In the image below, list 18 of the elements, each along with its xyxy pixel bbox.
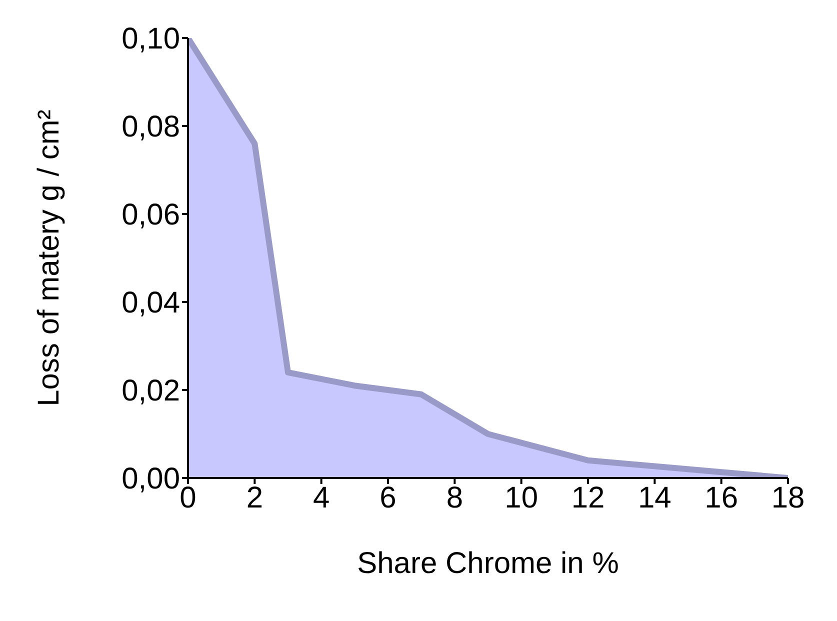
x-tick-label: 10 (504, 481, 538, 514)
x-tick-label: 18 (771, 481, 805, 514)
x-tick-label: 2 (246, 481, 264, 514)
y-tick-label: 0,06 (122, 198, 180, 232)
y-tick-label: 0,04 (122, 286, 180, 320)
x-tick-label: 4 (312, 481, 330, 514)
y-tick-label: 0,00 (122, 462, 180, 496)
x-tick-label: 14 (638, 481, 672, 514)
x-axis-title: Share Chrome in % (357, 547, 619, 580)
x-tick-label: 6 (380, 481, 396, 514)
x-tick-label: 0 (180, 481, 196, 514)
x-tick-label: 16 (704, 481, 738, 514)
y-tick-label: 0,08 (122, 110, 180, 144)
y-tick-label: 0,10 (122, 22, 180, 56)
y-tick-label: 0,02 (122, 374, 180, 408)
y-axis-title: Loss of matery g / cm² (32, 110, 66, 406)
x-tick-label: 12 (571, 481, 605, 514)
x-tick-label: 8 (446, 481, 464, 514)
